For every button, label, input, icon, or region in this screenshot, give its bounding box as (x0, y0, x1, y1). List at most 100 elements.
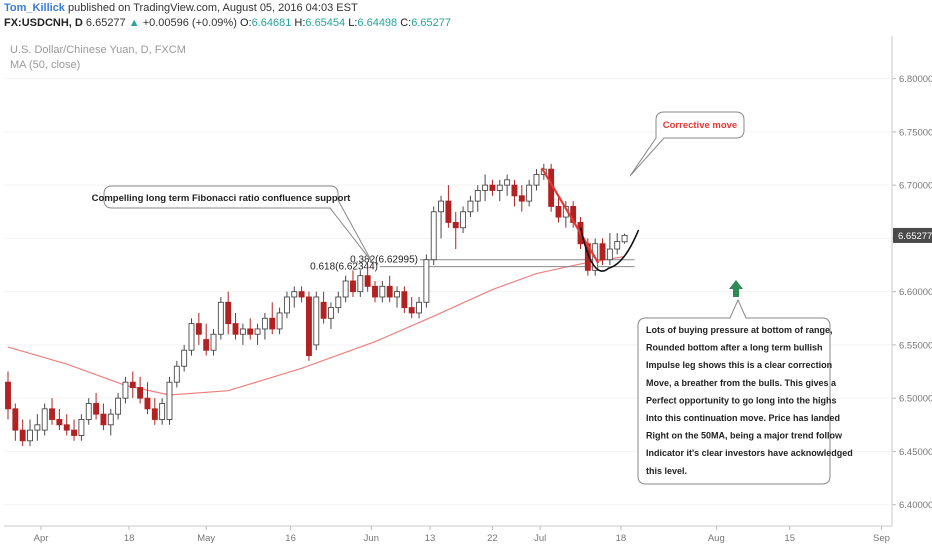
indicator-label[interactable]: MA (50, close) (10, 59, 80, 71)
candle-bear (195, 323, 202, 335)
candle-bull (159, 403, 166, 420)
candle-bear (63, 424, 70, 431)
candle-bear (489, 184, 496, 191)
candle-bull (173, 365, 180, 383)
time-tick-label: May (197, 533, 215, 544)
low-value: 6.64498 (357, 17, 398, 29)
candle-bear (350, 280, 356, 293)
fib-level-label: 0.382(6.62995) (350, 255, 418, 266)
last-price-tag: 6.65277 (893, 227, 932, 243)
fib-note-text: Compelling long term Fibonacci ratio con… (92, 193, 351, 204)
analysis-line: Move, a breather from the bulls. This gi… (646, 378, 837, 388)
candle-bull (107, 413, 114, 426)
up-arrow-icon (729, 280, 743, 297)
trend-line[interactable] (540, 167, 600, 264)
fib-note-callout[interactable]: Compelling long term Fibonacci ratio con… (92, 185, 373, 263)
candle-bull (254, 328, 261, 335)
candle-bull (217, 301, 224, 335)
change-value: +0.00596 (+0.09%) (142, 17, 237, 29)
candle-bear (372, 285, 378, 298)
candle-bull (41, 408, 48, 431)
price-tick-label: 6.70000 (899, 181, 932, 192)
candle-bear (5, 381, 11, 410)
candle-bear (305, 296, 312, 357)
time-tick-label: 18 (616, 533, 627, 544)
price-tick-label: 6.60000 (899, 287, 932, 298)
quote-line: FX:USDCNH, D 6.65277 ▲ +0.00596 (+0.09%)… (4, 17, 451, 29)
candle-bull (342, 280, 349, 298)
time-tick-label: Aug (708, 533, 725, 544)
price-chart[interactable]: 6.800006.750006.700006.650006.600006.550… (0, 33, 932, 550)
time-tick-label: Apr (34, 533, 49, 544)
candle-bull (166, 381, 173, 420)
price-axis[interactable]: 6.800006.750006.700006.650006.600006.550… (892, 74, 932, 511)
candle-bear (232, 323, 239, 335)
symbol-label[interactable]: FX:USDCNH, D (4, 17, 83, 29)
time-axis[interactable]: Apr 18 May 16 Jun 13 22 Jul 18 Aug 15 Sep (34, 526, 890, 544)
candle-bull (291, 291, 298, 298)
candle-bear (137, 387, 144, 399)
candle-bear (511, 184, 518, 197)
candle-bear (452, 221, 459, 229)
analysis-text: Lots of buying pressure at bottom of ran… (646, 325, 853, 476)
candle-bear (129, 381, 136, 388)
time-tick-label: 22 (487, 533, 498, 544)
candle-bear (56, 419, 63, 426)
candle-bull (239, 328, 246, 335)
analysis-callout[interactable]: Lots of buying pressure at bottom of ran… (637, 298, 853, 485)
candle-bear (408, 307, 415, 314)
analysis-line: Into this continuation move. Price has l… (646, 413, 840, 423)
candle-bull (621, 234, 628, 243)
candle-bull (416, 301, 422, 314)
candle-bull (496, 184, 503, 191)
candle-bull (526, 184, 533, 202)
high-label: H: (294, 17, 306, 29)
analysis-line: Lots of buying pressure at bottom of ran… (646, 325, 833, 335)
candle-bull (335, 296, 342, 309)
candle-bear (247, 328, 254, 335)
ma50-polyline (7, 255, 625, 396)
candle-bear (100, 413, 107, 426)
candle-bull (504, 179, 511, 186)
candle-bear (49, 408, 55, 420)
author-link[interactable]: Tom_Killick (4, 2, 65, 14)
candle-bear (71, 429, 78, 436)
analysis-line: Rounded bottom after a long term bullish (646, 343, 823, 353)
corrective-callout[interactable]: Corrective move (629, 111, 745, 177)
candle-bear (445, 200, 452, 223)
candle-bull (313, 296, 320, 346)
change-up-icon: ▲ (128, 17, 140, 29)
candle-bear (93, 403, 100, 415)
candle-bull (210, 333, 217, 351)
candle-bear (225, 301, 232, 325)
candle-bull (78, 419, 85, 436)
analysis-line: Perfect opportunity to go long into the … (646, 395, 836, 405)
candle-bull (474, 190, 481, 202)
candle-bull (606, 248, 613, 261)
candle-bear (555, 205, 562, 218)
candle-bull (181, 349, 188, 367)
candle-bull (482, 184, 489, 191)
corrective-box (629, 111, 745, 177)
candle-bear (518, 195, 525, 202)
time-tick-label: 13 (425, 533, 436, 544)
fib-levels[interactable]: 0.382(6.62995)0.618(6.62344) (310, 255, 635, 273)
ma50-line (7, 255, 625, 396)
publish-line: Tom_Killick published on TradingView.com… (4, 2, 358, 14)
close-label: C: (400, 17, 412, 29)
rounded-bottom-curve[interactable] (579, 227, 640, 272)
analysis-line: Indicator it's clear investors have ackn… (646, 448, 853, 458)
time-tick-label: Jul (534, 533, 546, 544)
price-tick-label: 6.50000 (899, 394, 932, 405)
candle-bull (27, 429, 33, 442)
low-label: L: (348, 17, 358, 29)
candle-bull (276, 312, 283, 330)
candle-bull (34, 424, 41, 431)
candle-bull (283, 296, 290, 314)
candle-bear (269, 317, 276, 330)
candle-bull (533, 174, 540, 186)
price-tick-label: 6.40000 (899, 500, 932, 511)
drawing-overlay[interactable] (540, 167, 640, 272)
time-tick-label: Jun (364, 533, 379, 544)
chart-header: Tom_Killick published on TradingView.com… (0, 0, 932, 32)
